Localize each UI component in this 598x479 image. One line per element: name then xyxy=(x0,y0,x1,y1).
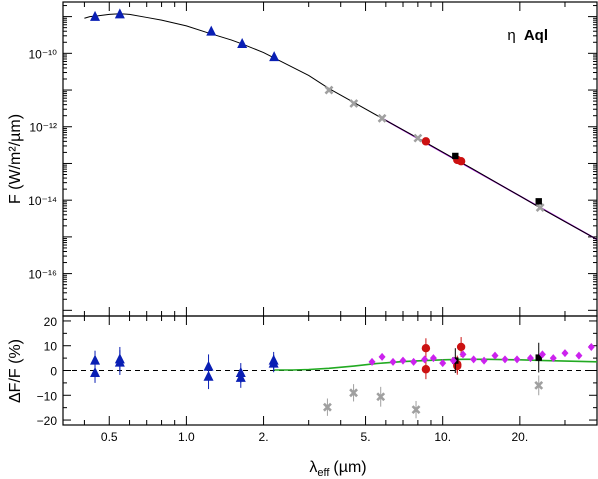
x-tick-label: 5. xyxy=(361,430,371,444)
triangle-marker xyxy=(237,37,248,48)
diamond-marker xyxy=(399,356,407,365)
cross-marker xyxy=(535,203,545,212)
x-tick-label: 2. xyxy=(259,430,269,444)
model-residual-curve xyxy=(274,358,598,371)
cross-marker xyxy=(376,392,386,402)
triangle-marker xyxy=(114,8,125,19)
diamond-marker xyxy=(389,357,397,366)
circle-marker xyxy=(421,365,431,374)
star-label: η Aql xyxy=(507,27,548,44)
circle-marker xyxy=(421,344,431,353)
diamond-marker xyxy=(368,357,376,366)
square-marker xyxy=(535,354,542,361)
diamond-marker xyxy=(470,355,478,364)
cross-marker xyxy=(323,402,332,412)
circle-marker xyxy=(456,342,466,352)
cross-marker xyxy=(377,113,387,123)
top-y-axis-ticks: 10⁻¹⁰ 10⁻¹² 10⁻¹⁴ 10⁻¹⁶ xyxy=(28,5,597,311)
triangle-marker xyxy=(90,366,101,377)
bottom-x-axis-ticks: 0.5 1.0 2. 5. 10. 20. xyxy=(83,316,598,444)
cross-marker xyxy=(349,388,358,398)
x-label-unit: (µm) xyxy=(333,459,366,476)
square-marker xyxy=(535,198,542,205)
top-y-tick-label: 10⁻¹⁴ xyxy=(28,194,57,208)
circle-marker xyxy=(456,157,466,166)
bottom-y-tick-label: −10 xyxy=(37,389,58,403)
triangle-marker xyxy=(114,356,125,367)
bottom-panel: 20 10 0 −10 −20 0.5 1.0 2. 5. 10. 20. ΔF/F (%) λe… xyxy=(7,315,598,479)
diamond-marker xyxy=(526,354,534,363)
top-x-axis-ticks xyxy=(83,2,598,316)
top-plot-frame xyxy=(62,1,598,317)
cross-marker xyxy=(324,85,334,95)
bottom-y-tick-label: 20 xyxy=(44,315,58,329)
diamond-marker xyxy=(410,357,418,366)
diamond-marker xyxy=(439,359,447,368)
diamond-marker xyxy=(480,356,488,365)
cross-marker xyxy=(349,99,359,108)
star-greek-letter: η xyxy=(507,27,515,44)
bottom-y-tick-label: −20 xyxy=(37,414,58,428)
circle-marker xyxy=(421,137,431,146)
diamond-marker xyxy=(429,354,437,363)
triangle-marker xyxy=(90,10,101,21)
diamond-marker xyxy=(378,352,386,361)
bottom-y-axis-ticks: 20 10 0 −10 −20 xyxy=(37,315,597,428)
bottom-y-axis-label: ΔF/F (%) xyxy=(7,339,24,403)
x-tick-label: 0.5 xyxy=(101,430,118,444)
top-data-points xyxy=(90,8,545,212)
top-y-tick-label: 10⁻¹⁰ xyxy=(29,47,58,61)
diamond-marker xyxy=(501,355,509,364)
cross-marker xyxy=(534,380,544,390)
triangle-marker xyxy=(235,371,246,382)
top-panel: 10⁻¹⁰ 10⁻¹² 10⁻¹⁴ 10⁻¹⁶ η Aql F (W/m²/µm) xyxy=(7,1,598,317)
diamond-marker xyxy=(513,355,521,364)
diamond-marker xyxy=(421,355,429,364)
star-name: Aql xyxy=(524,27,548,44)
x-label-subscript: eff xyxy=(317,467,330,479)
x-tick-label: 1.0 xyxy=(178,430,195,444)
diamond-marker xyxy=(449,356,457,365)
x-tick-label: 10. xyxy=(434,430,451,444)
diamond-marker xyxy=(491,351,499,360)
triangle-marker xyxy=(206,25,217,36)
triangle-marker xyxy=(203,370,214,381)
x-axis-label: λeff (µm) xyxy=(309,459,366,479)
top-y-tick-label: 10⁻¹⁶ xyxy=(28,268,57,282)
diamond-marker xyxy=(561,349,569,358)
top-y-tick-label: 10⁻¹² xyxy=(29,121,57,135)
diamond-marker xyxy=(587,342,595,351)
top-y-axis-label: F (W/m²/µm) xyxy=(7,114,24,204)
square-marker xyxy=(452,152,459,160)
triangle-marker xyxy=(269,51,280,62)
diamond-marker xyxy=(459,350,467,359)
bottom-y-tick-label: 0 xyxy=(50,365,57,379)
cross-marker xyxy=(413,133,423,143)
residual-data-points xyxy=(90,337,595,419)
model-sed-curve xyxy=(84,13,598,240)
triangle-marker xyxy=(268,357,279,368)
triangle-marker xyxy=(90,354,101,365)
diamond-marker xyxy=(575,351,583,360)
diamond-marker xyxy=(549,354,557,363)
bottom-y-tick-label: 10 xyxy=(44,340,58,354)
x-label-lambda: λ xyxy=(309,459,317,476)
x-tick-label: 20. xyxy=(512,430,529,444)
diamond-marker xyxy=(538,350,546,359)
cross-marker xyxy=(411,405,421,415)
